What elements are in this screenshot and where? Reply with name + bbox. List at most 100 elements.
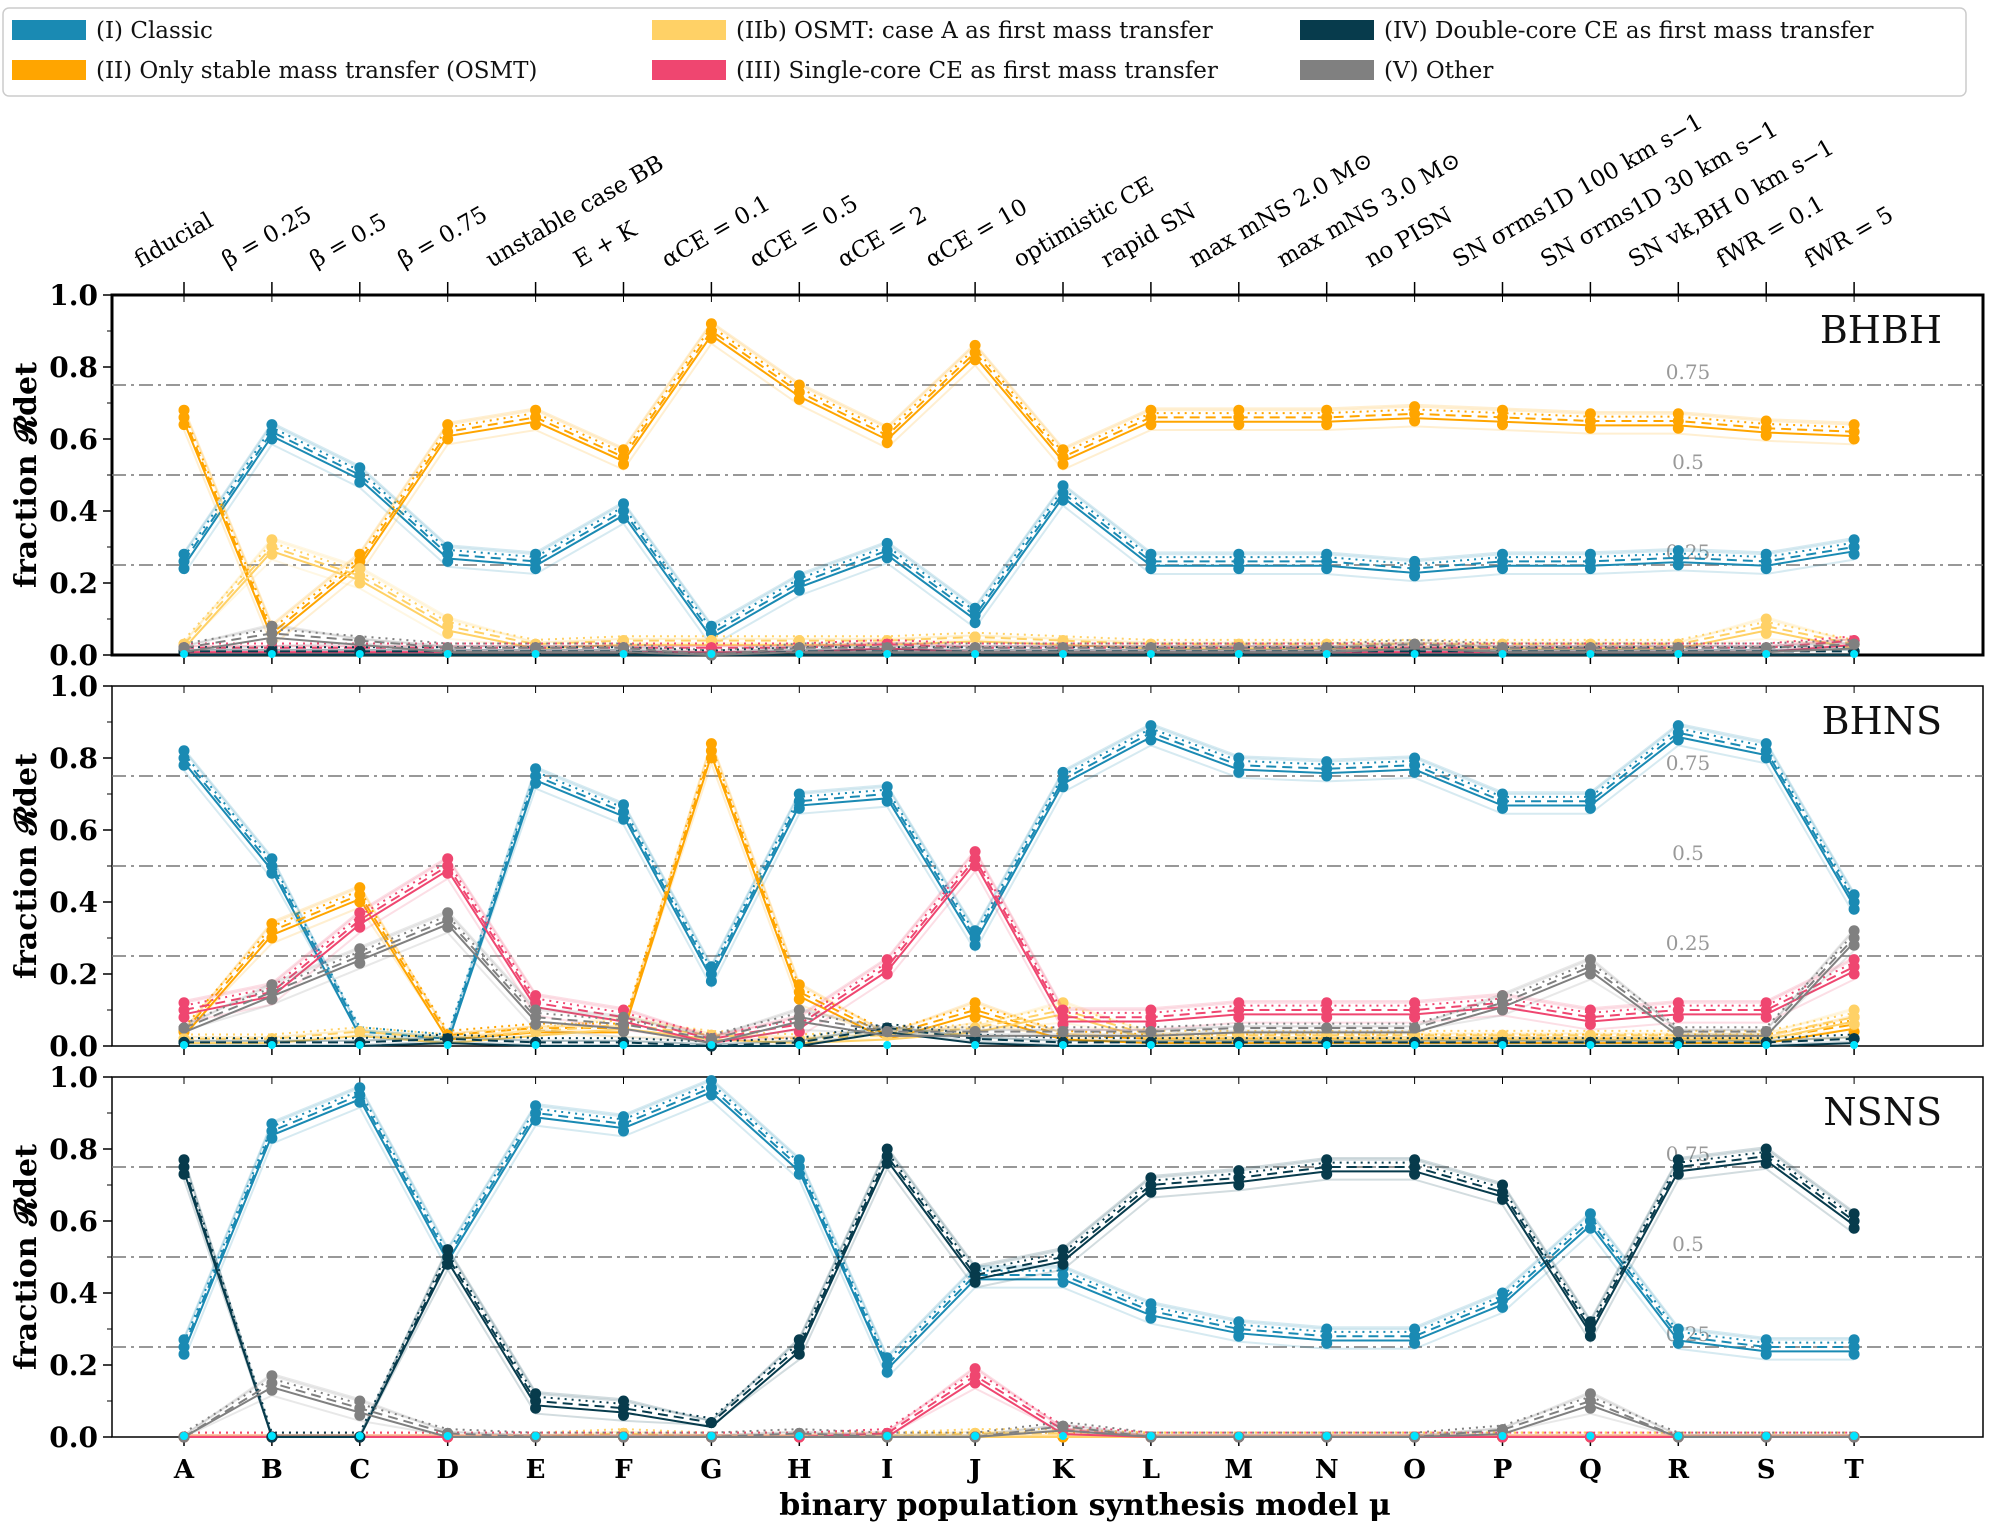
panel-name-nsns: NSNS	[1823, 1090, 1942, 1134]
y-tick-label: 0.8	[49, 742, 98, 775]
data-point-Q	[1584, 642, 1596, 654]
series-spread-line	[184, 1001, 1855, 1039]
data-point-P	[1497, 788, 1508, 800]
data-point-J	[969, 339, 981, 351]
y-tick-label: 0.6	[49, 1205, 98, 1238]
series-spread-line	[184, 1029, 1855, 1048]
series-spread-line	[183, 1166, 1855, 1438]
y-tick-label: 0.4	[49, 1277, 98, 1310]
data-point-B	[266, 1370, 278, 1382]
data-point-L	[1145, 548, 1157, 560]
zero-marker-K	[1059, 650, 1067, 658]
series-spread-line	[184, 637, 1855, 647]
top-label-F: E + K	[570, 216, 642, 273]
zero-marker-D	[443, 1432, 452, 1440]
series-line	[183, 1090, 1855, 1372]
x-tick-label-H: H	[787, 1455, 812, 1485]
zero-marker-B	[267, 650, 276, 658]
data-point-T	[1848, 954, 1860, 966]
series-line	[183, 329, 1855, 636]
data-point-R	[1672, 1026, 1684, 1038]
zero-marker-G	[707, 650, 716, 658]
series-spread-line	[183, 869, 1855, 1043]
data-point-C	[354, 907, 366, 919]
data-point-L	[1145, 1026, 1157, 1038]
series-v-other	[178, 907, 1860, 1045]
data-point-L	[1145, 642, 1157, 654]
reference-label-0-5: 0.5	[1672, 1232, 1704, 1256]
series-spread-line	[183, 722, 1855, 1039]
zero-marker-A	[180, 1432, 188, 1440]
zero-marker-R	[1674, 1432, 1683, 1440]
series-line	[183, 923, 1855, 1045]
data-point-S	[1760, 1334, 1772, 1346]
zero-marker-E	[531, 1432, 540, 1440]
series-spread-line	[183, 342, 1855, 648]
data-point-Q	[1584, 408, 1596, 420]
zero-marker-J	[971, 650, 980, 658]
data-point-C	[354, 882, 366, 894]
data-point-D	[442, 1033, 454, 1045]
data-point-C	[354, 1026, 366, 1038]
zero-marker-K	[1059, 1432, 1067, 1440]
data-point-I	[881, 537, 893, 549]
x-tick-label-J: J	[967, 1455, 981, 1485]
zero-marker-L	[1146, 650, 1155, 658]
series-spread-line	[183, 724, 1855, 1039]
data-point-K	[1057, 642, 1069, 654]
panel-name-bhbh: BHBH	[1820, 308, 1942, 352]
data-point-K	[1057, 480, 1069, 492]
legend-swatch-ii-only-stable-mass-transfer-osmt	[12, 60, 86, 80]
zero-marker-G	[707, 1041, 716, 1049]
zero-marker-D	[443, 650, 452, 658]
data-point-T	[1848, 889, 1860, 901]
series-line	[183, 632, 1855, 657]
series-ii-only-stable-mass-transfer-osmt	[178, 318, 1860, 648]
zero-marker-C	[355, 1041, 364, 1049]
x-tick-label-S: S	[1757, 1455, 1776, 1485]
data-point-E	[530, 1004, 542, 1016]
series-spread-line	[183, 738, 1855, 1038]
zero-marker-Q	[1586, 1432, 1595, 1440]
series-spread-line	[183, 909, 1855, 1039]
data-point-N	[1321, 548, 1333, 560]
data-point-L	[1145, 404, 1157, 416]
legend-label-iib-osmt-case-a-as-first-mass-transfer: (IIb) OSMT: case A as first mass transfe…	[736, 18, 1213, 44]
series-iv-double-core-ce-as-first-mass-transfer	[178, 1143, 1860, 1443]
zero-marker-C	[355, 650, 364, 658]
data-point-M	[1233, 1316, 1245, 1328]
data-point-R	[1672, 720, 1684, 732]
series-line	[183, 852, 1855, 1036]
data-point-N	[1321, 642, 1333, 654]
data-point-L	[1145, 1298, 1157, 1310]
data-point-H	[793, 1004, 805, 1016]
data-point-Q	[1584, 1208, 1596, 1220]
series-spread-line	[183, 421, 1855, 626]
data-point-T	[1848, 1208, 1860, 1220]
data-point-B	[266, 534, 278, 546]
data-point-G	[705, 620, 717, 632]
data-point-O	[1409, 401, 1421, 413]
panel-name-bhns: BHNS	[1822, 699, 1942, 743]
y-tick-label: 0.6	[49, 814, 98, 847]
zero-marker-I	[883, 1041, 892, 1049]
data-point-J	[969, 1026, 981, 1038]
data-point-B	[266, 918, 278, 930]
top-label-B: β = 0.25	[218, 201, 316, 273]
x-tick-label-K: K	[1052, 1455, 1076, 1485]
y-tick-label: 0.6	[49, 423, 98, 456]
data-point-M	[1233, 752, 1245, 764]
data-point-E	[530, 404, 542, 416]
series-line	[183, 857, 1855, 1040]
series-line	[184, 1008, 1855, 1040]
series-spread-line	[183, 1372, 1855, 1437]
data-point-C	[354, 563, 366, 575]
series-spread-line	[183, 623, 1855, 655]
reference-label-0-25: 0.25	[1666, 931, 1711, 955]
series-line	[183, 1381, 1855, 1438]
data-point-D	[442, 613, 454, 625]
series-spread-line	[183, 849, 1855, 1039]
reference-label-0-5: 0.5	[1672, 841, 1704, 865]
series-spread-line	[184, 1365, 1855, 1437]
